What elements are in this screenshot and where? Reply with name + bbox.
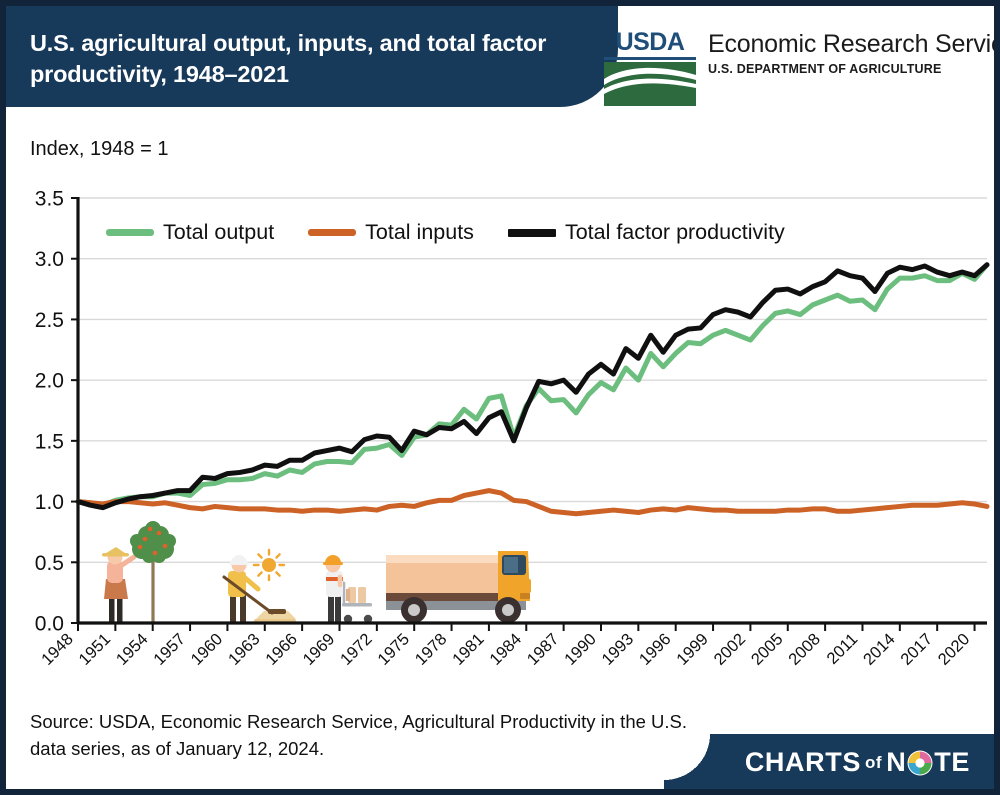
legend-item-total-inputs: Total inputs [308, 220, 474, 245]
charts-of-note-brand: CHARTS of N TE [745, 747, 970, 778]
series-line-total-output [75, 262, 990, 508]
line-chart: 0.0 0.5 1.0 1.5 2.0 2.5 3.0 3.5 1948195119541957… [35, 188, 990, 669]
agency-department: U.S. DEPARTMENT OF AGRICULTURE [708, 62, 942, 77]
legend-label-tfp: Total factor productivity [564, 220, 785, 244]
ers-name-block: Economic Research Service U.S. DEPARTMEN… [708, 30, 994, 77]
x-axis-tick-label: 1990 [561, 630, 600, 669]
usda-swoosh-icon [604, 62, 696, 106]
page-title: U.S. agricultural output, inputs, and to… [30, 30, 547, 88]
x-axis-tick-label: 1984 [486, 630, 525, 669]
x-axis-tick-label: 2020 [935, 630, 974, 669]
chart-legend: Total output Total inputs Total factor p… [106, 220, 785, 245]
brand-n: N [886, 747, 907, 777]
x-axis-tick-label: 1978 [412, 630, 451, 669]
x-axis-tick-label: 1951 [75, 630, 114, 669]
x-axis-tick-label: 2002 [711, 630, 750, 669]
x-axis-tick-label: 1996 [636, 630, 675, 669]
farm-illustration [102, 521, 531, 624]
x-axis-tick-label: 2005 [748, 630, 787, 669]
x-axis-tick-label: 1960 [188, 630, 227, 669]
pie-chart-icon [907, 750, 933, 775]
legend-item-total-output: Total output [106, 220, 274, 245]
x-axis-tick-label: 1948 [38, 630, 77, 669]
x-axis-tick-label: 2014 [860, 630, 899, 669]
x-axis-tick-label: 2017 [897, 630, 936, 669]
y-axis-tick-label: 3.0 [35, 248, 64, 271]
x-axis-tick-label: 1966 [262, 630, 301, 669]
x-axis-tick-label: 1963 [225, 630, 264, 669]
x-axis-tick-label: 1957 [150, 630, 189, 669]
header: U.S. agricultural output, inputs, and to… [6, 6, 994, 107]
charts-of-note-band [664, 734, 994, 789]
usda-wordmark: USDA [604, 30, 696, 60]
agency-name: Economic Research Service [708, 30, 994, 58]
x-axis-tick-label: 1993 [598, 630, 637, 669]
y-axis-tick-label: 2.5 [35, 309, 64, 332]
series-line-total-factor-productivity [75, 262, 990, 511]
brand-charts: CHARTS [744, 747, 861, 777]
y-axis-tick-label: 3.5 [35, 188, 64, 211]
y-axis-tick-label: 2.0 [35, 370, 64, 393]
brand-te: TE [934, 747, 970, 777]
legend-label-total-output: Total output [163, 220, 275, 244]
x-axis-tick-label: 1975 [374, 630, 413, 669]
usda-mark: USDA [604, 30, 696, 106]
x-axis-tick-label: 1981 [449, 630, 488, 669]
series-line-total-inputs [75, 488, 990, 517]
x-axis-tick-label: 2008 [785, 630, 824, 669]
legend-swatch-total-inputs [308, 229, 357, 236]
x-axis-tick-label: 1969 [300, 630, 339, 669]
y-axis-tick-label: 0.0 [35, 613, 64, 636]
chart-area: 0.0 0.5 1.0 1.5 2.0 2.5 3.0 3.5 1948 1951 1954 1957… [6, 186, 1000, 706]
axis-note: Index, 1948 = 1 [30, 138, 169, 160]
usda-logo: USDA Economic Research Service U.S. DEPA… [604, 30, 994, 106]
y-axis-tick-label: 1.0 [35, 491, 64, 514]
x-axis-tick-label: 2011 [823, 630, 861, 668]
x-axis-tick-label: 1987 [524, 630, 563, 669]
footer: Source: USDA, Economic Research Service,… [6, 697, 994, 789]
x-axis-tick-label: 1954 [113, 630, 152, 669]
header-blue-band [6, 6, 618, 107]
brand-of: of [864, 752, 883, 772]
x-axis-tick-label: 1972 [337, 630, 376, 669]
y-axis-tick-label: 0.5 [35, 552, 64, 575]
legend-item-tfp: Total factor productivity [507, 220, 785, 245]
legend-swatch-total-output [106, 229, 154, 236]
legend-label-total-inputs: Total inputs [365, 220, 474, 244]
x-axis-tick-label: 1999 [673, 630, 712, 669]
legend-swatch-tfp [507, 228, 556, 237]
y-axis-tick-label: 1.5 [35, 430, 64, 453]
source-note: Source: USDA, Economic Research Service,… [30, 711, 688, 759]
